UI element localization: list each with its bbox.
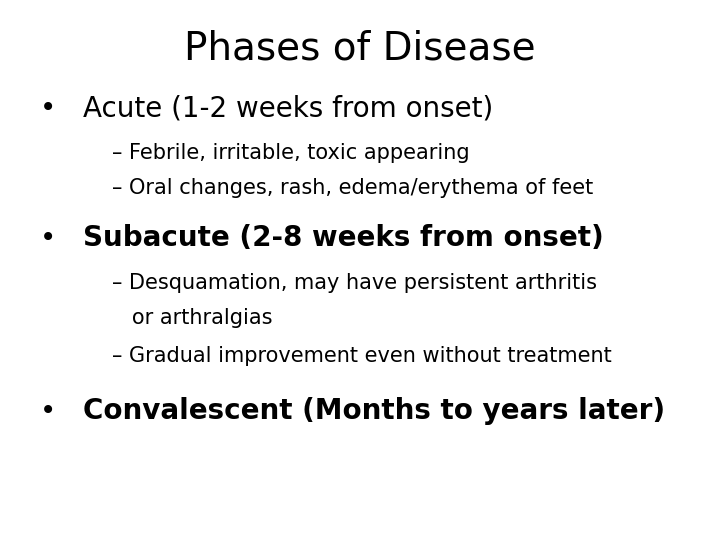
Text: – Desquamation, may have persistent arthritis: – Desquamation, may have persistent arth… <box>112 273 597 293</box>
Text: – Febrile, irritable, toxic appearing: – Febrile, irritable, toxic appearing <box>112 143 469 163</box>
Text: Acute (1-2 weeks from onset): Acute (1-2 weeks from onset) <box>83 94 493 123</box>
Text: Subacute (2-8 weeks from onset): Subacute (2-8 weeks from onset) <box>83 224 603 252</box>
Text: – Gradual improvement even without treatment: – Gradual improvement even without treat… <box>112 346 611 366</box>
Text: Convalescent (Months to years later): Convalescent (Months to years later) <box>83 397 665 425</box>
Text: •: • <box>40 397 56 425</box>
Text: •: • <box>40 94 56 123</box>
Text: Phases of Disease: Phases of Disease <box>184 30 536 68</box>
Text: •: • <box>40 224 56 252</box>
Text: – Oral changes, rash, edema/erythema of feet: – Oral changes, rash, edema/erythema of … <box>112 178 593 198</box>
Text: or arthralgias: or arthralgias <box>112 308 272 328</box>
